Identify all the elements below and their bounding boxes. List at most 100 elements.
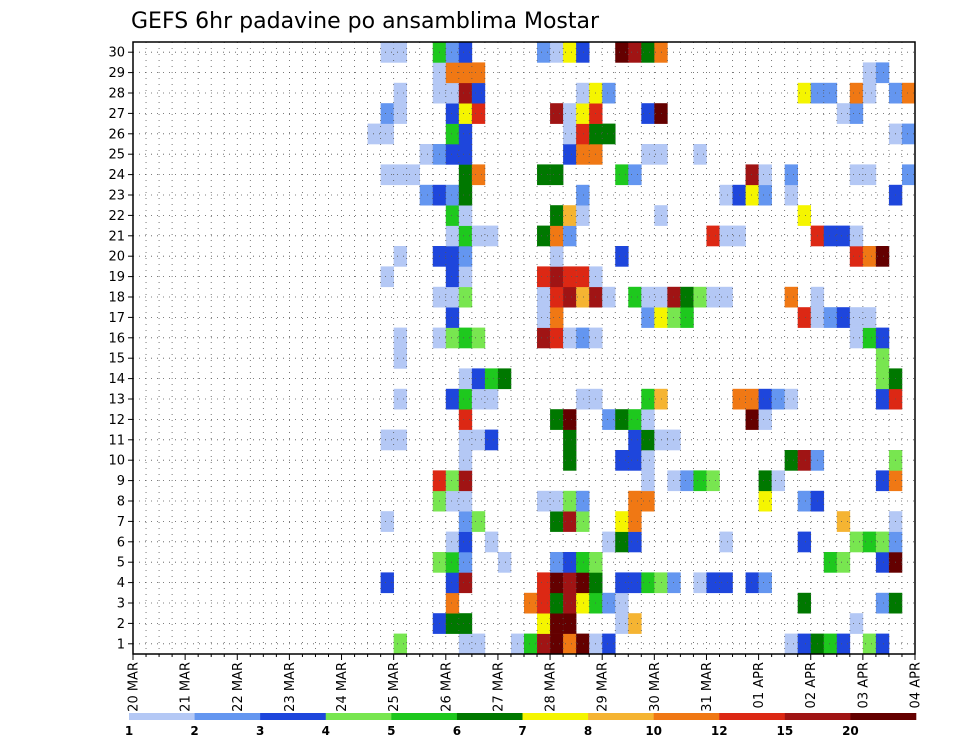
colorbar-swatch	[391, 713, 458, 720]
heatmap-cell	[458, 388, 473, 410]
heatmap-cell	[797, 82, 812, 104]
colorbar-swatch	[719, 713, 786, 720]
y-tick-label: 29	[108, 66, 125, 81]
heatmap-cell	[615, 572, 629, 594]
heatmap-cell	[471, 388, 486, 410]
heatmap-cell	[445, 123, 460, 145]
heatmap-cell	[641, 42, 655, 63]
heatmap-cell	[719, 531, 733, 553]
heatmap-cell	[380, 42, 394, 63]
heatmap-cell	[458, 511, 473, 532]
heatmap-cell	[628, 450, 642, 471]
heatmap-cell	[693, 286, 707, 308]
heatmap-cell	[458, 164, 473, 186]
x-tick-label: 20 MAR	[127, 662, 142, 712]
heatmap-cell	[576, 388, 590, 410]
heatmap-cell	[758, 490, 772, 512]
heatmap-cell	[836, 307, 851, 328]
heatmap-cell	[654, 144, 668, 165]
heatmap-cell	[471, 511, 486, 532]
heatmap-cell	[784, 164, 798, 186]
y-tick-label: 13	[108, 393, 125, 408]
heatmap-cell	[458, 409, 473, 430]
y-tick-label: 20	[108, 250, 125, 265]
heatmap-cell	[784, 450, 798, 471]
y-tick-label: 7	[117, 515, 125, 530]
heatmap-cell	[654, 205, 668, 226]
heatmap-cell	[563, 511, 577, 532]
heatmap-cell	[628, 613, 642, 634]
heatmap-cell	[419, 184, 434, 206]
heatmap-cell	[393, 42, 407, 63]
heatmap-cell	[563, 225, 577, 247]
heatmap-cell	[693, 470, 707, 492]
heatmap-cell	[576, 184, 590, 206]
heatmap-cell	[537, 286, 551, 308]
heatmap-cell	[641, 388, 655, 410]
heatmap-cell	[537, 327, 551, 349]
heatmap-cell	[576, 266, 590, 288]
colorbar-label: 10	[645, 724, 662, 738]
x-tick-label: 03 APR	[856, 662, 871, 708]
y-tick-label: 10	[108, 454, 125, 469]
x-tick-label: 25 MAR	[387, 662, 402, 712]
heatmap-cell	[615, 511, 629, 532]
heatmap-cell	[563, 123, 577, 145]
heatmap-cell	[576, 490, 590, 512]
heatmap-cell	[458, 123, 473, 145]
heatmap-cell	[445, 388, 460, 410]
heatmap-cell	[563, 205, 577, 226]
heatmap-cell	[471, 62, 486, 84]
heatmap-cell	[849, 307, 864, 328]
heatmap-cell	[550, 266, 564, 288]
heatmap-cell	[641, 144, 655, 165]
heatmap-cell	[875, 470, 890, 492]
heatmap-cell	[458, 184, 473, 206]
heatmap-cell	[849, 246, 864, 267]
heatmap-cell	[706, 225, 720, 247]
heatmap-cell	[797, 531, 812, 553]
heatmap-cell	[445, 266, 460, 288]
heatmap-cell	[862, 531, 877, 553]
heatmap-cell	[458, 62, 473, 84]
colorbar-label: 5	[387, 724, 395, 738]
chart-title: GEFS 6hr padavine po ansamblima Mostar	[131, 9, 600, 34]
heatmap-cell	[849, 82, 864, 104]
heatmap-cell	[550, 572, 564, 594]
y-tick-label: 15	[108, 352, 125, 367]
heatmap-cell	[706, 286, 720, 308]
heatmap-cell	[458, 42, 473, 63]
heatmap-cell	[537, 164, 551, 186]
heatmap-cell	[719, 184, 733, 206]
heatmap-cell	[576, 552, 590, 573]
heatmap-cell	[537, 490, 551, 512]
heatmap-cell	[471, 225, 486, 247]
heatmap-cell	[458, 490, 473, 512]
heatmap-cell	[641, 429, 655, 451]
colorbar-swatch	[588, 713, 654, 720]
heatmap-cell	[550, 286, 564, 308]
heatmap-cell	[550, 205, 564, 226]
heatmap-cell	[550, 164, 564, 186]
heatmap-cell	[745, 164, 759, 186]
x-tick-label: 24 MAR	[335, 662, 350, 712]
heatmap-cell	[771, 388, 785, 410]
heatmap-cell	[836, 552, 851, 573]
heatmap-cell	[550, 511, 564, 532]
heatmap-cell	[602, 531, 616, 553]
heatmap-cell	[419, 144, 434, 165]
heatmap-cell	[719, 225, 733, 247]
heatmap-cell	[550, 103, 564, 124]
heatmap-cell	[680, 307, 694, 328]
heatmap-cell	[563, 429, 577, 451]
y-tick-label: 17	[108, 311, 125, 326]
heatmap-cell	[693, 572, 707, 594]
heatmap-cell	[641, 103, 655, 124]
x-tick-label: 30 MAR	[648, 662, 663, 712]
colorbar-swatch	[784, 713, 851, 720]
heatmap-cell	[875, 368, 890, 390]
y-tick-label: 6	[117, 535, 125, 550]
heatmap-cell	[784, 286, 798, 308]
heatmap-cell	[471, 633, 486, 655]
heatmap-cell	[862, 307, 877, 328]
